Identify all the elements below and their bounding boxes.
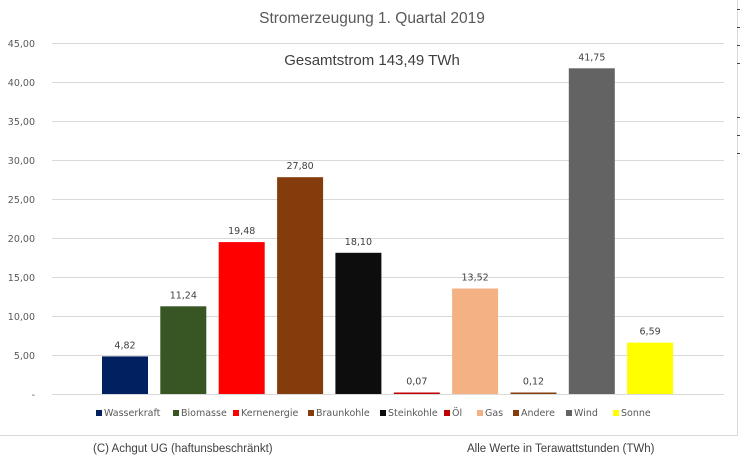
y-tick-label: 25,00	[8, 195, 35, 206]
legend: Wasserkraft Biomasse Kernenergie Braunkohle…	[96, 408, 651, 419]
legend-swatch	[566, 410, 572, 416]
legend-item-label: Biomasse	[181, 408, 227, 419]
legend-item-label: Steinkohle	[388, 408, 438, 419]
legend-item-label: Braunkohle	[316, 408, 370, 419]
chart-title: Stromerzeugung 1. Quartal 2019	[259, 10, 485, 27]
y-tick-label: 35,00	[8, 117, 35, 128]
bar-steinkohle	[335, 252, 382, 394]
y-tick-label: 5,00	[14, 351, 35, 362]
bar-sonne	[627, 342, 674, 394]
data-label: 13,52	[461, 273, 488, 284]
legend-swatch	[444, 410, 450, 416]
bar-öl	[393, 392, 440, 394]
data-label: 6,59	[640, 327, 661, 338]
legend-swatch	[173, 410, 179, 416]
legend-item-label: Öl	[452, 408, 462, 419]
bar-wind	[568, 68, 615, 395]
bar-wasserkraft	[102, 356, 148, 394]
y-tick-label: 45,00	[8, 39, 35, 50]
y-tick-label: -	[32, 390, 35, 401]
data-label: 0,12	[523, 377, 544, 388]
data-label: 11,24	[170, 290, 197, 301]
y-tick-label: 40,00	[8, 78, 35, 89]
data-label: 4,82	[114, 340, 135, 351]
y-tick-label: 15,00	[8, 273, 35, 284]
bar-gas	[452, 288, 499, 394]
data-labels: 4,82 11,24 19,48 27,80 18,10 0,07 13,52 0,12 41,…	[114, 52, 660, 387]
bar-andere	[510, 392, 557, 394]
bars	[102, 68, 674, 395]
legend-swatch	[477, 410, 483, 416]
gridlines	[52, 43, 724, 395]
data-label: 18,10	[345, 237, 372, 248]
legend-swatch	[613, 410, 619, 416]
legend-item-label: Wasserkraft	[104, 408, 161, 419]
footer-copyright: (C) Achgut UG (haftunsbeschränkt)	[93, 443, 273, 455]
bar-kernenergie	[218, 242, 265, 394]
data-label: 41,75	[578, 52, 605, 63]
legend-item-label: Gas	[485, 408, 503, 419]
legend-item-label: Kernenergie	[241, 408, 298, 419]
data-label: 0,07	[406, 377, 427, 388]
legend-item-label: Sonne	[621, 408, 651, 419]
y-axis-ticks: - 5,00 10,00 15,00 20,00 25,00 30,00 35,00 40,00…	[8, 39, 35, 401]
bar-braunkohle	[277, 177, 324, 394]
legend-swatch	[308, 410, 314, 416]
legend-swatch	[513, 410, 519, 416]
y-tick-label: 10,00	[8, 312, 35, 323]
data-label: 19,48	[228, 226, 255, 237]
legend-item-label: Andere	[521, 408, 555, 419]
chart-subtitle: Gesamtstrom 143,49 TWh	[284, 52, 460, 69]
bar-biomasse	[160, 306, 207, 394]
legend-swatch	[380, 410, 386, 416]
legend-swatch	[96, 410, 102, 416]
data-label: 27,80	[286, 161, 313, 172]
footer-units-note: Alle Werte in Terawattstunden (TWh)	[467, 443, 655, 455]
legend-swatch	[233, 410, 239, 416]
y-tick-label: 30,00	[8, 156, 35, 167]
legend-item-label: Wind	[574, 408, 598, 419]
y-tick-label: 20,00	[8, 234, 35, 245]
